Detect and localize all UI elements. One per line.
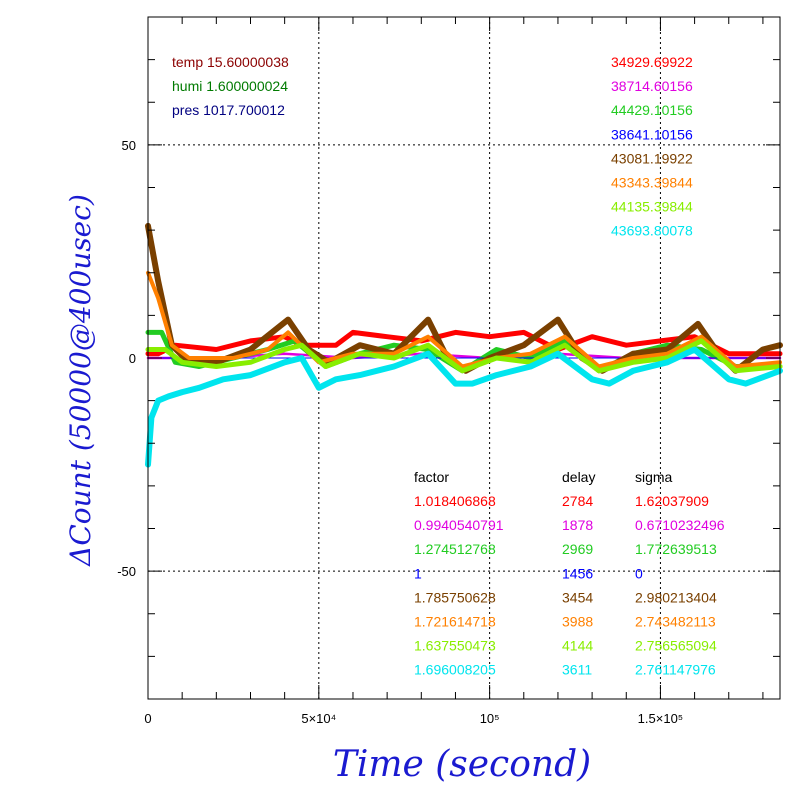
series-sigma-value: 1.62037909	[635, 493, 709, 509]
x-axis-title: Time (second)	[333, 744, 591, 785]
series-sigma-value: 0.6710232496	[635, 517, 725, 533]
series-sigma-value: 2.980213404	[635, 589, 717, 605]
table-header: sigma	[635, 469, 673, 485]
series-sigma-value: 0	[635, 565, 643, 581]
table-header: factor	[414, 469, 449, 485]
x-tick-label: 5×10⁴	[301, 711, 336, 726]
series-sigma-value: 2.761147976	[635, 662, 716, 678]
x-tick-label: 10⁵	[480, 711, 500, 726]
x-tick-label: 0	[144, 711, 151, 726]
series-delay-value: 3611	[562, 662, 592, 678]
env-label: pres 1017.700012	[172, 102, 285, 118]
series-delay-value: 2784	[562, 493, 593, 509]
series-sigma-value: 2.756565094	[635, 638, 717, 654]
y-tick-label: 0	[129, 351, 136, 366]
series-sigma-value: 2.743482113	[635, 614, 716, 630]
series-delay-value: 3988	[562, 614, 593, 630]
series-factor-value: 1.696008205	[414, 662, 496, 678]
series-factor-value: 1.721614718	[414, 614, 496, 630]
env-label: humi 1.600000024	[172, 78, 288, 94]
y-tick-label: 50	[122, 138, 136, 153]
mean-labels: 34929.69922 38714.60156 44429.10156 38641.1…	[611, 54, 693, 239]
series-mean-label: 38641.10156	[611, 126, 693, 142]
series-mean-label: 34929.69922	[611, 54, 693, 70]
series-delay-value: 3454	[562, 589, 593, 605]
x-tick-label: 1.5×10⁵	[638, 711, 684, 726]
x-tick-labels: 0 5×10⁴ 10⁵ 1.5×10⁵	[144, 711, 683, 726]
series-delay-value: 4144	[562, 638, 593, 654]
series-factor-value: 0.9940540791	[414, 517, 504, 533]
series-factor-value: 1.018406868	[414, 493, 496, 509]
y-axis-title: ΔCount (50000@400usec)	[64, 194, 97, 567]
series-line	[146, 270, 782, 369]
series-delay-value: 1456	[562, 565, 593, 581]
series-sigma-value: 1.772639513	[635, 541, 717, 557]
series-line	[145, 338, 783, 374]
env-labels: temp 15.60000038 humi 1.600000024 pres 101…	[172, 54, 289, 118]
series-mean-label: 38714.60156	[611, 78, 693, 94]
series-delay-value: 2969	[562, 541, 593, 557]
series-line	[145, 346, 783, 468]
series-mean-label: 44429.10156	[611, 102, 693, 118]
env-label: temp 15.60000038	[172, 54, 289, 70]
series-lines	[145, 222, 783, 468]
series-factor-value: 1	[414, 565, 422, 581]
series-factor-value: 1.274512768	[414, 541, 496, 557]
y-tick-labels: 50 0 -50	[117, 138, 136, 579]
series-delay-value: 1878	[562, 517, 593, 533]
series-mean-label: 43343.39844	[611, 175, 693, 191]
y-tick-label: -50	[117, 564, 136, 579]
table-header: delay	[562, 469, 595, 485]
series-mean-label: 43693.80078	[611, 223, 693, 239]
param-table: factor delay sigma 1.018406868 2784 1.6203790…	[414, 469, 725, 678]
series-factor-value: 1.637550473	[414, 638, 496, 654]
axis-ticks	[148, 17, 780, 699]
series-mean-label: 44135.39844	[611, 199, 693, 215]
series-mean-label: 43081.19922	[611, 150, 693, 166]
series-factor-value: 1.785750628	[414, 589, 496, 605]
